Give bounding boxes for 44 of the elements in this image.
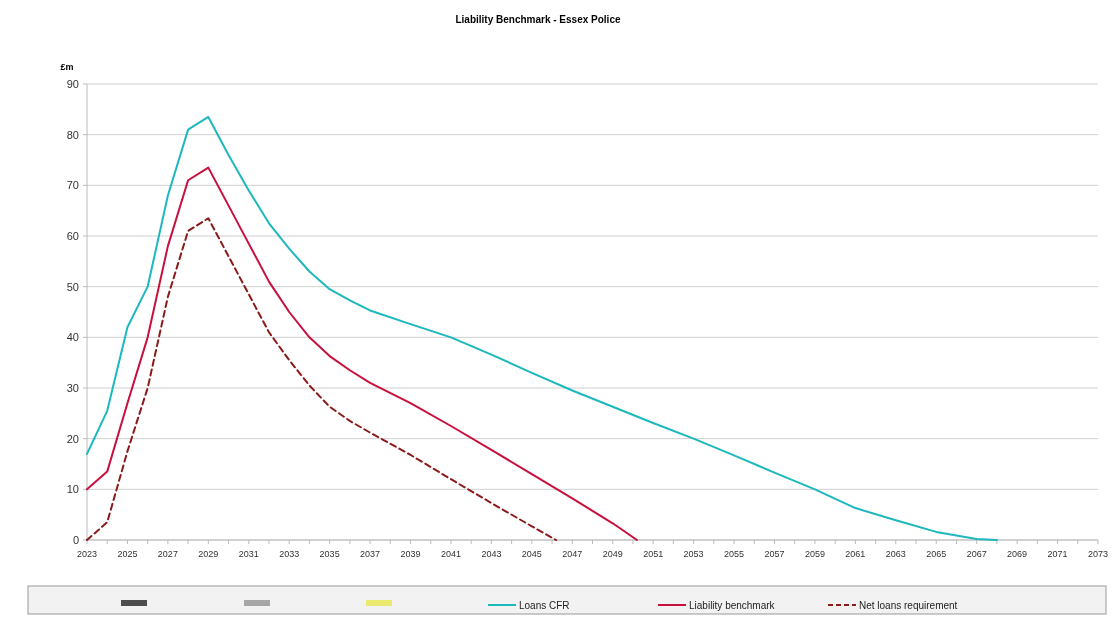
x-tick-label: 2065: [926, 549, 947, 559]
x-tick-label: 2023: [76, 549, 98, 559]
x-tick-label: 2039: [400, 549, 421, 559]
y-axis-title: £m: [60, 62, 74, 72]
legend-label: Net loans requirement: [859, 600, 958, 611]
x-tick-label: 2051: [643, 549, 664, 559]
legend-label: Loans CFR: [519, 600, 570, 611]
y-tick-label: 20: [66, 432, 79, 445]
x-tick-label: 2059: [804, 549, 825, 559]
x-tick-label: 2037: [360, 549, 381, 559]
legend-label: Liability benchmark: [689, 600, 776, 611]
x-tick-label: 2071: [1047, 549, 1068, 559]
y-tick-label: 70: [66, 179, 79, 192]
line-series: [86, 115, 998, 541]
y-tick-label: 40: [66, 331, 79, 344]
x-tick-label: 2041: [440, 549, 461, 559]
chart-title: Liability Benchmark - Essex Police: [455, 14, 621, 25]
x-tick-label: 2049: [602, 549, 623, 559]
y-tick-label: 30: [66, 382, 79, 394]
x-tick-label: 2061: [845, 549, 866, 559]
x-tick-label: 2033: [279, 549, 300, 559]
y-tick-label: 50: [66, 280, 79, 293]
y-tick-label: 10: [66, 483, 79, 496]
x-tick-label: 2045: [521, 549, 542, 559]
x-tick-label: 2063: [885, 549, 906, 559]
x-tick-label: 2057: [764, 549, 785, 559]
x-tick-label: 2027: [157, 549, 178, 559]
x-tick-label: 2069: [1007, 549, 1028, 559]
line-series: [86, 217, 558, 541]
x-tick-label: 2029: [198, 549, 219, 559]
x-tick-label: 2055: [724, 549, 745, 559]
x-tick-label: 2073: [1087, 549, 1109, 559]
x-tick-label: 2025: [117, 549, 138, 559]
x-tick-label: 2035: [319, 549, 340, 559]
line-series: [86, 166, 638, 541]
x-tick-label: 2067: [966, 549, 987, 559]
x-tick-label: 2043: [481, 549, 502, 559]
x-tick-label: 2053: [683, 549, 704, 559]
x-tick-label: 2047: [562, 549, 583, 559]
y-tick-label: 90: [66, 78, 79, 90]
y-tick-label: 80: [66, 128, 79, 141]
y-tick-label: 0: [72, 534, 79, 546]
y-tick-label: 60: [66, 230, 79, 242]
x-tick-label: 2031: [238, 549, 259, 559]
